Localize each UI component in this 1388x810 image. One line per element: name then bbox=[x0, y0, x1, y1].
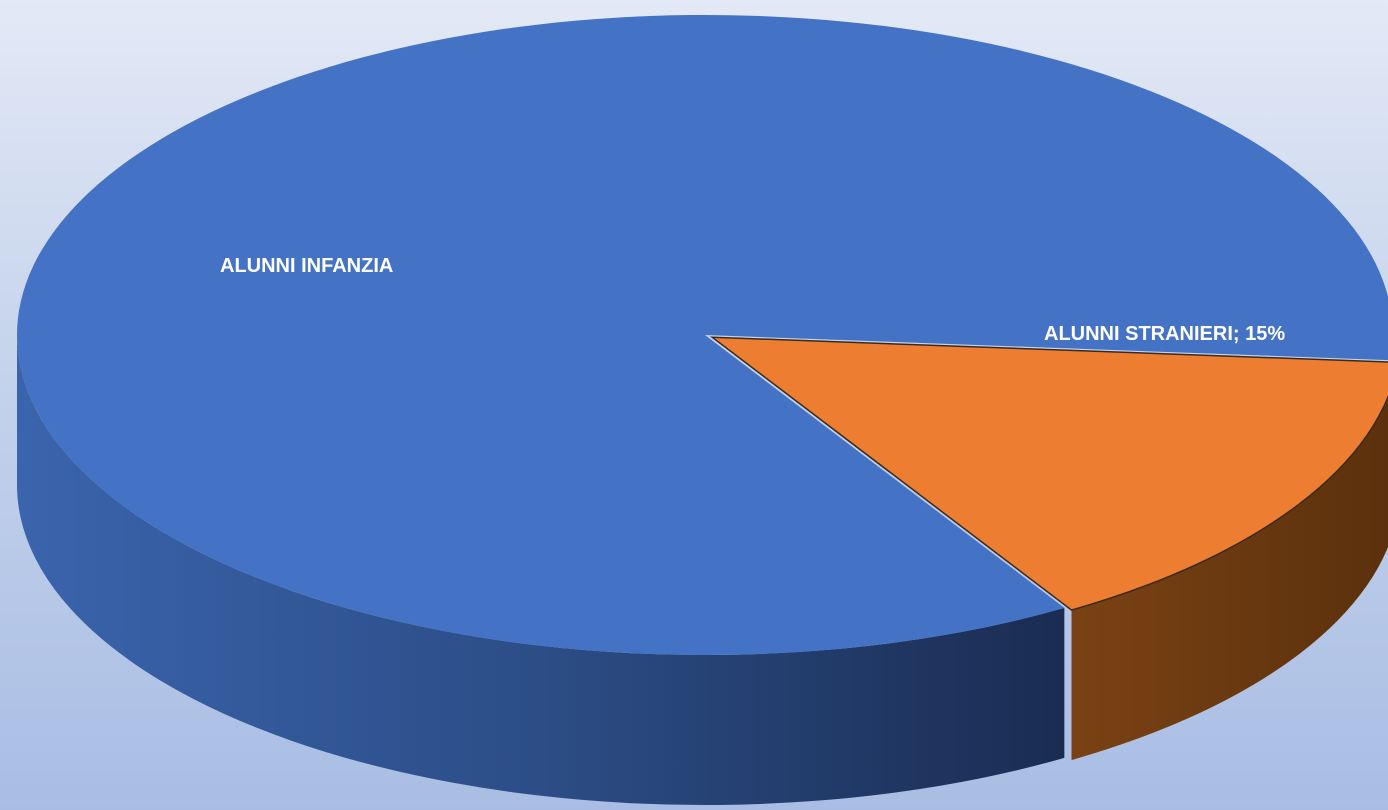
pie-side-alunni-stranieri bbox=[1071, 396, 1388, 761]
slice-label-alunni-stranieri: ALUNNI STRANIERI; 15% bbox=[1044, 323, 1285, 345]
slice-label-alunni-infanzia: ALUNNI INFANZIA bbox=[220, 255, 393, 277]
pie-slice-alunni-stranieri bbox=[709, 336, 1388, 611]
pie-side-alunni-infanzia bbox=[17, 335, 1065, 805]
pie-slice-alunni-infanzia bbox=[17, 15, 1388, 655]
